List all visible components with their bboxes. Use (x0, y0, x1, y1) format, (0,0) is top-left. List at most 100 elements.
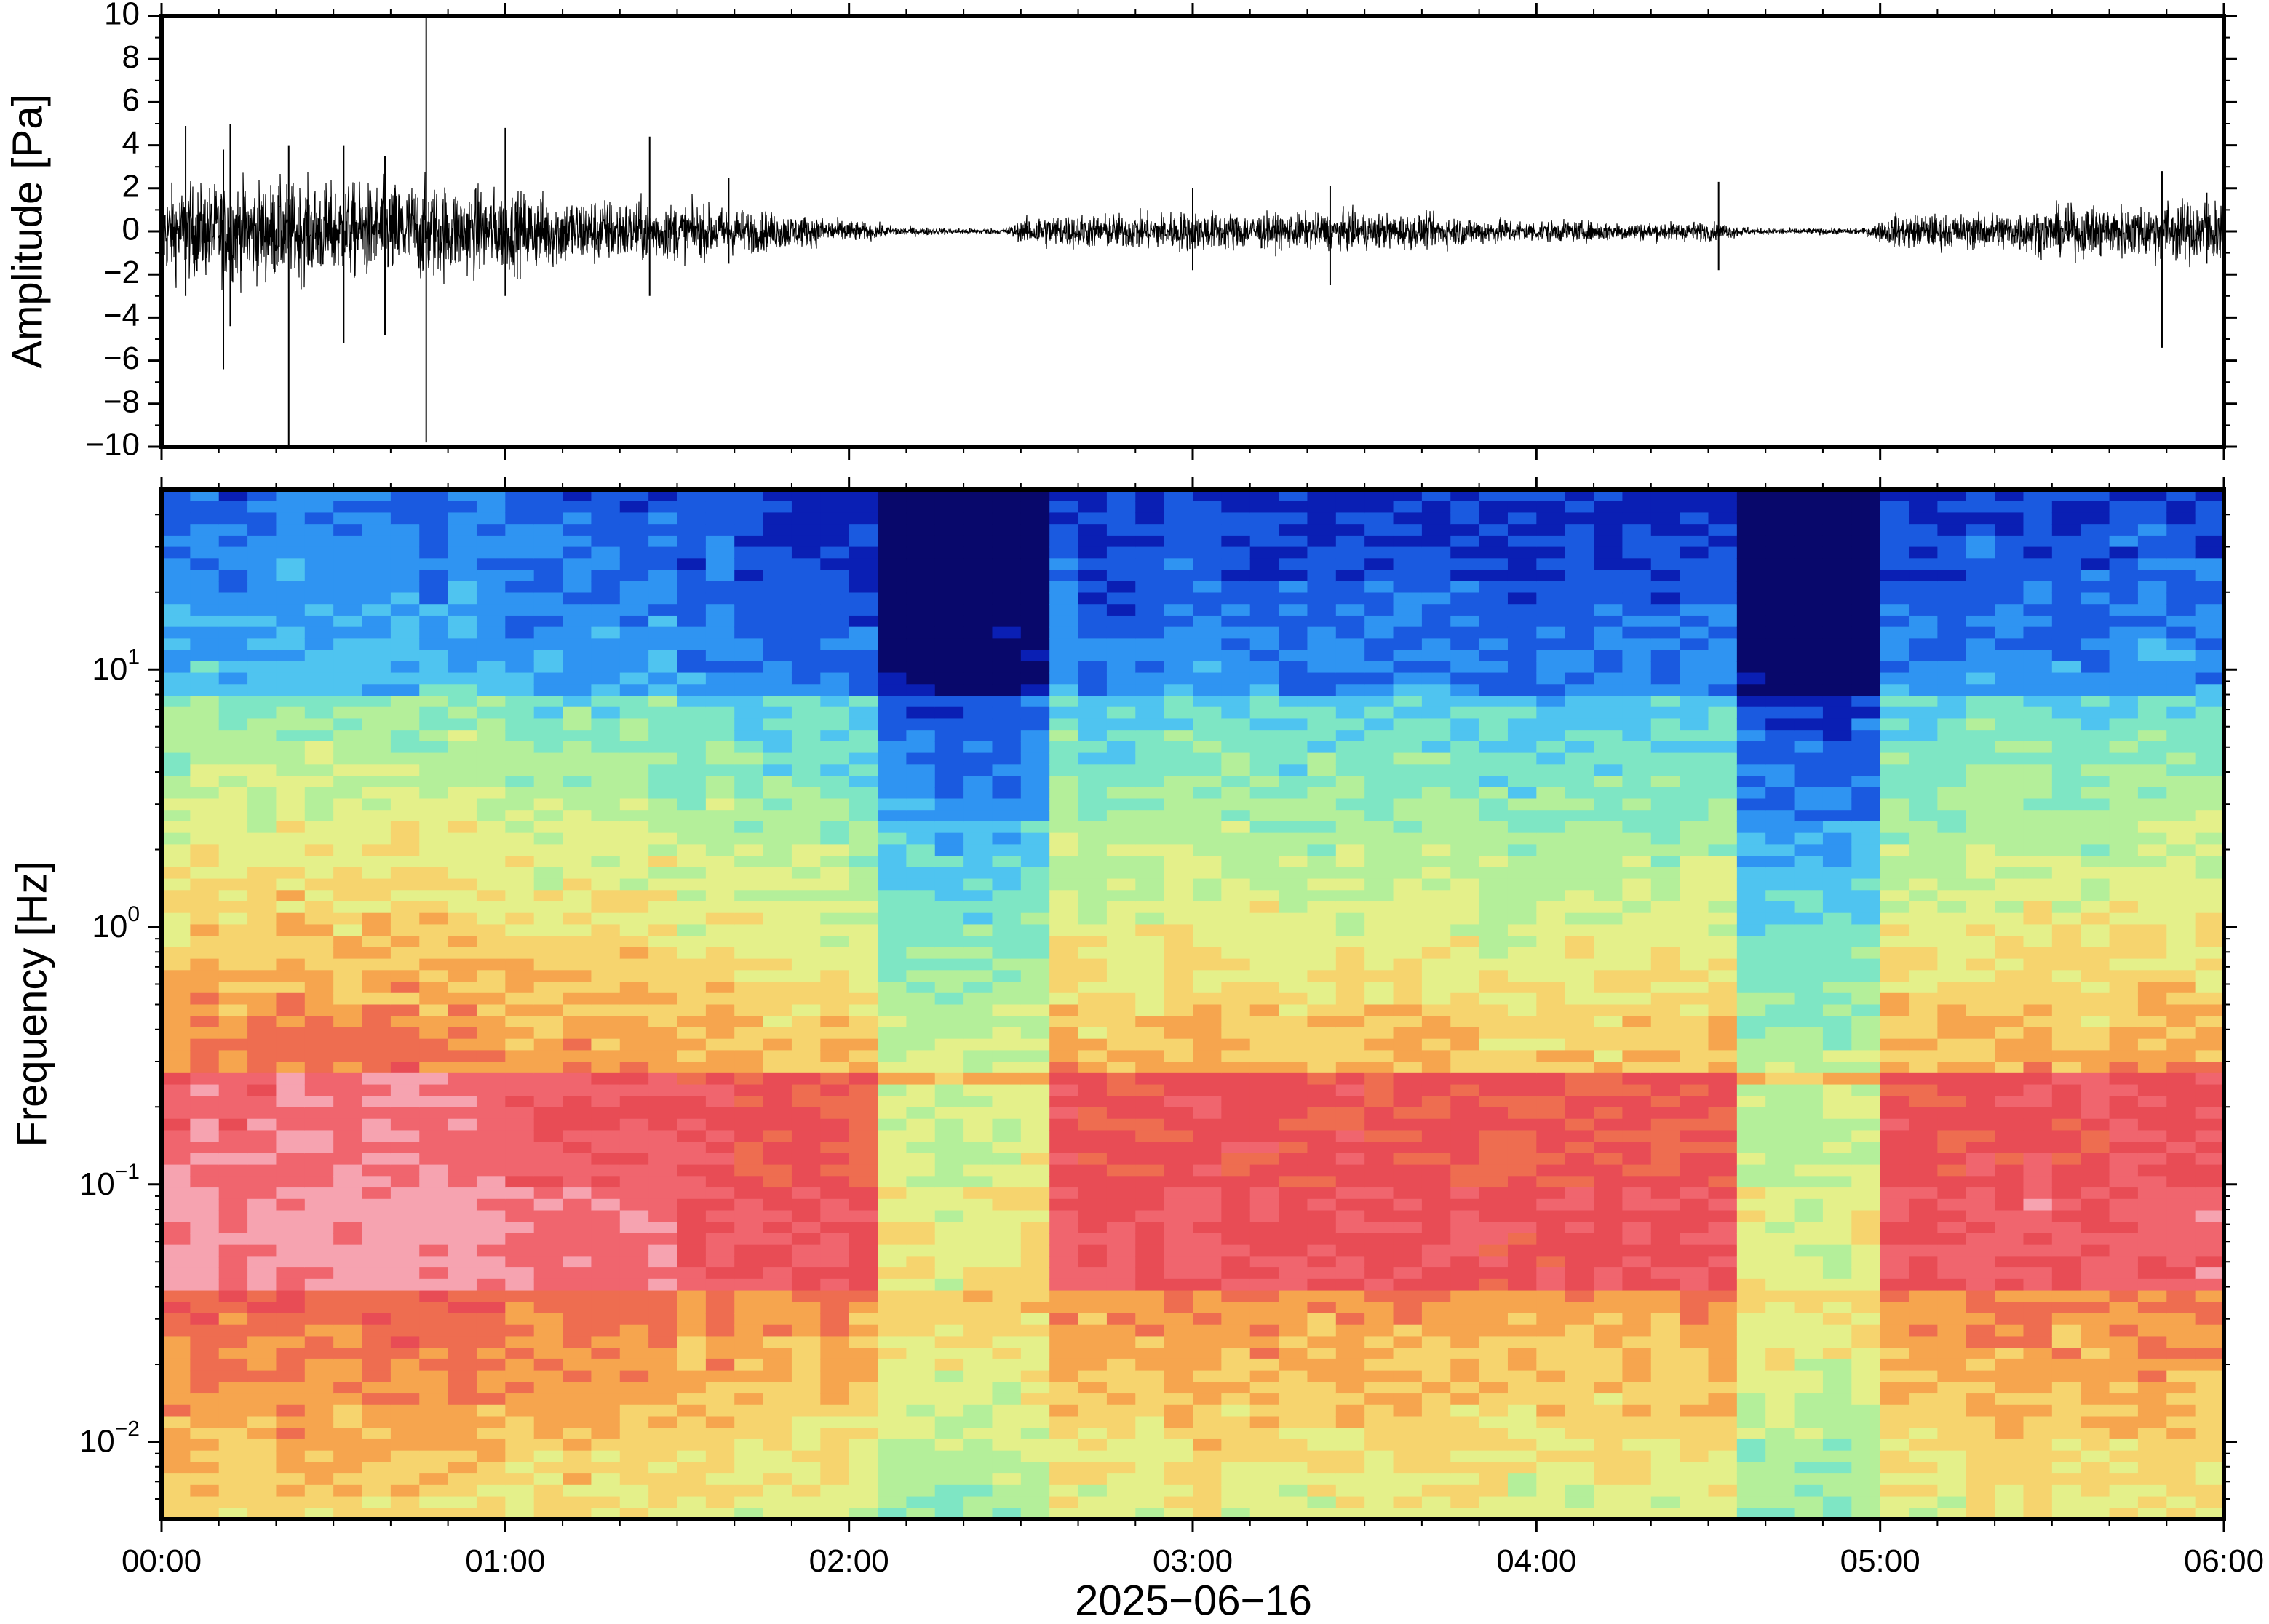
spectrogram-cell (1421, 1062, 1452, 1074)
spectrogram-cell (906, 912, 936, 926)
spectrogram-cell (162, 936, 191, 948)
spectrogram-cell (1078, 1484, 1108, 1497)
spectrogram-cell (1193, 924, 1223, 936)
spectrogram-cell (1020, 1484, 1050, 1497)
spectrogram-cell (533, 982, 563, 994)
spectrogram-cell (1078, 1336, 1108, 1348)
spectrogram-cell (677, 1107, 707, 1120)
spectrogram-cell (1736, 947, 1767, 960)
spectrogram-cell (1221, 1278, 1251, 1291)
spectrogram-cell (476, 1462, 506, 1474)
spectrogram-cell (906, 1496, 936, 1509)
spectrogram-cell (218, 501, 248, 514)
spectrogram-cell (1078, 1382, 1108, 1394)
spectrogram-cell (533, 1462, 563, 1474)
spectrogram-cell (1364, 730, 1394, 742)
spectrogram-cell (1020, 798, 1050, 811)
spectrogram-cell (1020, 1004, 1050, 1017)
spectrogram-cell (218, 936, 248, 948)
spectrogram-cell (1135, 1324, 1165, 1337)
spectrogram-cell (1106, 604, 1137, 616)
spectrogram-cell (648, 1050, 678, 1062)
spectrogram-cell (1279, 581, 1308, 594)
spectrogram-cell (677, 1210, 707, 1223)
spectrogram-cell (648, 626, 678, 640)
spectrogram-cell (563, 1370, 592, 1383)
spectrogram-cell (1135, 535, 1165, 548)
spectrogram-cell (1221, 936, 1251, 948)
spectrogram-cell (419, 1370, 449, 1383)
spectrogram-cell (1335, 1336, 1365, 1348)
spectrogram-cell (648, 1072, 678, 1086)
spectrogram-cell (1307, 1438, 1337, 1452)
spectrogram-cell (906, 1416, 936, 1429)
spectrogram-cell (1650, 1016, 1680, 1028)
spectrogram-cell (1164, 1153, 1193, 1166)
spectrogram-cell (791, 638, 822, 650)
spectrogram-cell (763, 615, 792, 628)
spectrogram-cell (1193, 832, 1223, 845)
spectrogram-cell (390, 730, 421, 742)
spectrogram-cell (849, 1428, 878, 1440)
spectrogram-cell (1049, 1404, 1079, 1417)
spectrogram-cell (533, 1416, 563, 1429)
spectrogram-cell (476, 615, 506, 628)
spectrogram-cell (1221, 638, 1251, 650)
spectrogram-cell (1249, 924, 1279, 936)
spectrogram-cell (1249, 672, 1279, 685)
spectrogram-cell (1106, 672, 1137, 685)
spectrogram-cell (1507, 706, 1538, 720)
spectrogram-cell (1164, 821, 1193, 834)
spectrogram-cell (1364, 1233, 1394, 1246)
spectrogram-cell (992, 1198, 1022, 1211)
spectrogram-cell (390, 626, 421, 640)
spectrogram-cell (476, 1130, 506, 1142)
spectrogram-cell (705, 1072, 736, 1086)
spectrogram-cell (218, 626, 248, 640)
spectrogram-cell (1279, 730, 1308, 742)
spectrogram-cell (1049, 947, 1079, 960)
spectrogram-cell (563, 558, 592, 570)
spectrogram-cell (190, 512, 220, 525)
spectrogram-cell (333, 1164, 363, 1177)
spectrogram-cell (304, 1508, 334, 1520)
spectrogram-cell (648, 947, 678, 960)
spectrogram-cell (505, 1027, 535, 1040)
spectrogram-cell (304, 1222, 334, 1234)
spectrogram-cell (362, 1038, 392, 1051)
spectrogram-cell (304, 1382, 334, 1394)
spectrogram-cell (505, 626, 535, 640)
spectrogram-cell (1049, 718, 1079, 731)
spectrogram-cell (1736, 615, 1767, 628)
spectrogram-cell (591, 684, 621, 696)
spectrogram-cell (390, 672, 421, 685)
spectrogram-cell (763, 982, 792, 994)
spectrogram-cell (878, 878, 907, 891)
spectrogram-cell (362, 501, 392, 514)
spectrogram-cell (362, 490, 392, 502)
spectrogram-cell (791, 1107, 822, 1120)
spectrogram-cell (1536, 581, 1566, 594)
spectrogram-cell (333, 856, 363, 868)
spectrogram-cell (1307, 1107, 1337, 1120)
spectrogram-cell (791, 1404, 822, 1417)
spectrogram-cell (1507, 1416, 1538, 1429)
spectrogram-cell (333, 776, 363, 788)
spectrogram-cell (563, 970, 592, 982)
spectrogram-cell (333, 1142, 363, 1154)
spectrogram-cell (934, 958, 964, 971)
spectrogram-cell (1565, 1038, 1594, 1051)
spectrogram-cell (906, 1370, 936, 1383)
spectrogram-cell (1307, 936, 1337, 948)
spectrogram-cell (247, 524, 277, 536)
spectrogram-cell (276, 741, 306, 754)
spectrogram-cell (476, 844, 506, 856)
spectrogram-cell (276, 901, 306, 914)
spectrogram-cell (333, 1290, 363, 1303)
spectrogram-cell (1622, 1016, 1652, 1028)
spectrogram-cell (1078, 1428, 1108, 1440)
spectrogram-cell (1364, 1107, 1394, 1120)
spectrogram-cell (1622, 936, 1652, 948)
spectrogram-cell (1078, 1404, 1108, 1417)
spectrogram-cell (1507, 1142, 1538, 1154)
